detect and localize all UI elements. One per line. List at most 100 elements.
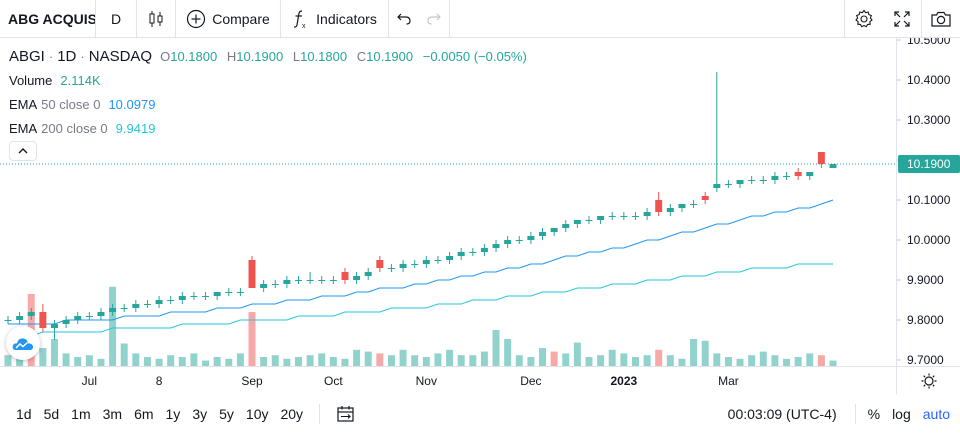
candle [202,292,210,300]
price-axis[interactable]: 10.500010.400010.300010.200010.100010.00… [896,33,960,367]
candle-body [608,216,616,217]
candle-body [376,260,384,268]
svg-text:x: x [302,23,306,29]
candle-body [50,324,58,328]
candle-body [597,216,605,220]
ema200-value: 9.9419 [115,120,156,136]
volume-bar [701,340,709,366]
volume-bar [539,348,546,366]
candle-body [573,220,581,224]
candlestick-series [4,72,837,340]
ema200-legend-row[interactable]: EMA 200 close 0 9.9419 [9,116,533,140]
volume-bar [155,358,163,366]
tradingview-logo[interactable] [6,326,40,360]
time-tick-label: Oct [324,374,343,388]
interval-button[interactable]: D [110,10,122,27]
candle [748,176,756,184]
log-scale-toggle[interactable]: log [892,405,911,422]
legend-collapse-button[interactable] [9,141,37,161]
candle [829,164,837,168]
candle [39,304,47,332]
snapshot-button[interactable] [922,0,960,38]
redo-button[interactable] [419,0,449,38]
range-1m-button[interactable]: 1m [71,405,91,422]
undo-button[interactable] [389,0,419,38]
range-1y-button[interactable]: 1y [165,405,181,422]
candle-body [341,272,349,280]
range-5y-button[interactable]: 5y [219,405,234,422]
candle-body [399,264,407,268]
toolbar-divider [280,0,281,38]
candle [562,220,570,232]
volume-bar [492,330,500,366]
range-5d-button[interactable]: 5d [43,405,60,422]
volume-bar [771,355,779,366]
range-10y-button[interactable]: 10y [245,405,269,422]
ema200-path [8,263,833,337]
volume-value: 2.114K [60,72,101,88]
candle [539,228,546,240]
volume-bar [817,355,825,366]
candle-body [690,204,698,205]
range-20y-button[interactable]: 20y [280,405,304,422]
range-3m-button[interactable]: 3m [102,405,123,422]
compare-label: Compare [212,10,270,27]
candle [376,256,384,272]
candle-body [74,316,82,320]
chart-type-button[interactable] [137,0,175,38]
percent-scale-toggle[interactable]: % [867,405,881,422]
clock-timezone[interactable]: 00:03:09 (UTC-4) [727,405,837,422]
redo-icon [427,13,441,25]
candle-body [655,200,663,212]
close-label: C [356,48,367,64]
time-axis[interactable]: Jul 8 Sep Oct Nov Dec 2023 Mar [0,366,896,394]
candle [27,308,35,320]
chart-pane[interactable] [0,38,896,366]
candle-body [364,272,372,276]
candle [4,316,12,324]
candle-body [4,320,12,321]
candle-body [783,176,791,177]
fullscreen-button[interactable] [883,0,921,38]
candle-body [678,204,686,208]
candle-body [225,292,233,293]
candle [794,168,802,180]
volume-bar [527,357,535,366]
candle [597,216,605,224]
indicators-button[interactable]: x Indicators [281,0,388,38]
axis-settings-button[interactable] [896,366,960,394]
candle-body [97,312,105,316]
legend-interval: 1D [57,47,77,65]
candle-body [236,292,244,293]
high-value: 10.1900 [236,48,284,64]
price-tick-label: 9.7000 [907,353,944,366]
candle [631,212,639,220]
volume-bar [306,355,314,366]
candle [701,192,709,204]
high-label: H [226,48,237,64]
go-to-date-button[interactable] [330,394,362,433]
candle-body [306,280,314,281]
indicators-label: Indicators [316,10,377,27]
settings-button[interactable] [845,0,883,38]
volume-bar [446,349,454,366]
range-1d-button[interactable]: 1d [16,405,32,422]
ema50-legend-row[interactable]: EMA 50 close 0 10.0979 [9,92,533,116]
ema50-value: 10.0979 [108,96,156,112]
compare-button[interactable]: Compare [176,0,280,38]
toolbar-divider [95,0,96,38]
volume-bar [573,342,581,366]
close-value: 10.1900 [366,48,414,64]
candle [573,220,581,228]
range-6m-button[interactable]: 6m [134,405,154,422]
symbol-search-input[interactable]: ABG ACQUIS [8,10,95,27]
candle-body [155,300,163,304]
symbol-legend-row[interactable]: ABGI · 1D · NASDAQ O10.1800 H10.1900 L10… [9,44,533,68]
auto-scale-toggle[interactable]: auto [922,405,950,422]
candle-body [353,276,361,280]
volume-bar [829,360,837,366]
candle-body [434,260,442,261]
volume-bar [167,355,175,366]
range-3y-button[interactable]: 3y [192,405,208,422]
volume-legend-row[interactable]: Volume 2.114K [9,68,533,92]
